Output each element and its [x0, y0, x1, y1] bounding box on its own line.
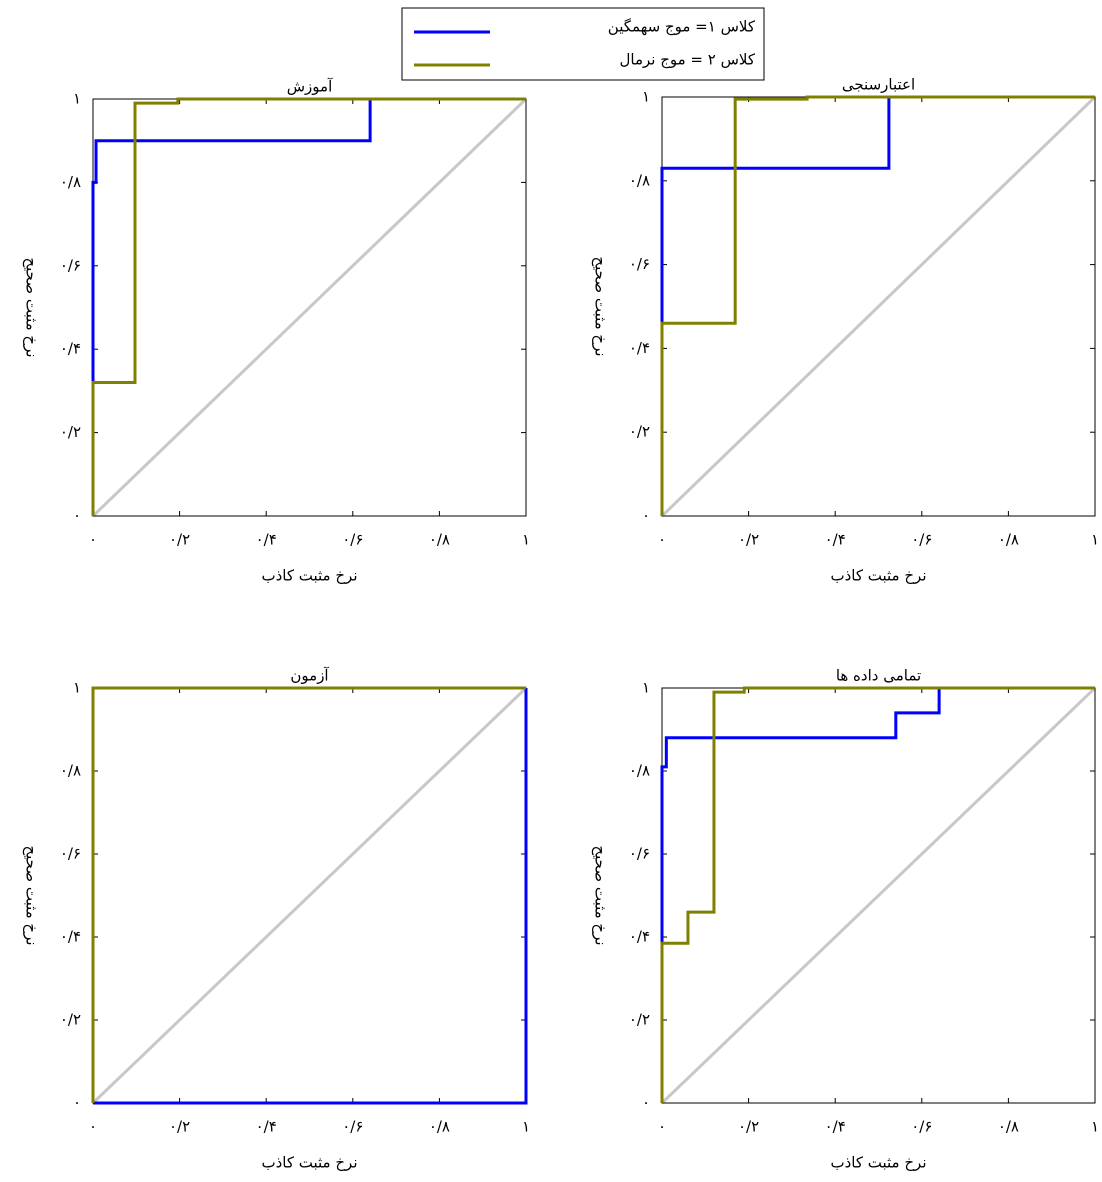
- y-tick-label: ۰/۴: [629, 928, 650, 946]
- y-tick-label: ۰/۶: [629, 845, 650, 863]
- x-tick-label: ۰: [658, 1118, 666, 1136]
- subplot: ۰ ۰/۲ ۰/۴ ۰/۶ ۰/۸ ۱ ۰ ۰/۲ ۰/۴ ۰/۶ ۰/۸ ۱ تمامی داده ه…: [592, 667, 1100, 1172]
- x-tick-label: ۰/۸: [429, 1118, 450, 1136]
- y-tick-label: ۰/۸: [629, 762, 650, 780]
- y-tick-label: ۰/۶: [60, 845, 81, 863]
- x-axis-label: نرخ مثبت کاذب: [262, 567, 358, 585]
- subplot: ۰ ۰/۲ ۰/۴ ۰/۶ ۰/۸ ۱ ۰ ۰/۲ ۰/۴ ۰/۶ ۰/۸ ۱ اعتبارسنجی نر…: [592, 76, 1100, 585]
- diagonal: [91, 686, 528, 1105]
- y-tick-label: ۱: [642, 88, 650, 106]
- x-tick-label: ۰/۸: [429, 531, 450, 549]
- y-tick-label: ۰/۸: [60, 173, 81, 191]
- y-tick-label: ۰: [73, 1094, 81, 1112]
- x-axis-label: نرخ مثبت کاذب: [831, 1154, 927, 1172]
- x-tick-label: ۰/۶: [342, 1118, 363, 1136]
- y-tick-label: ۰: [73, 507, 81, 525]
- y-tick-label: ۱: [73, 90, 81, 108]
- y-axis-label: نرخ مثبت صحیح: [592, 256, 610, 356]
- y-tick-label: ۰: [642, 507, 650, 525]
- x-tick-label: ۰: [89, 1118, 97, 1136]
- x-tick-label: ۰/۴: [256, 531, 277, 549]
- y-tick-label: ۰/۲: [60, 423, 81, 441]
- subplot: ۰ ۰/۲ ۰/۴ ۰/۶ ۰/۸ ۱ ۰ ۰/۲ ۰/۴ ۰/۶ ۰/۸ ۱ آزمون نرخ مثب…: [23, 667, 531, 1172]
- subplot: ۰ ۰/۲ ۰/۴ ۰/۶ ۰/۸ ۱ ۰ ۰/۲ ۰/۴ ۰/۶ ۰/۸ ۱ آموزش نرخ مثب…: [23, 78, 531, 585]
- x-tick-label: ۱: [522, 531, 530, 549]
- y-tick-label: ۰/۶: [629, 255, 650, 273]
- subplot-title: آموزش: [287, 78, 333, 96]
- x-tick-label: ۰/۲: [738, 531, 759, 549]
- x-tick-label: ۰/۶: [342, 531, 363, 549]
- x-tick-label: ۰/۸: [998, 1118, 1019, 1136]
- x-tick-label: ۰/۴: [825, 531, 846, 549]
- x-axis-label: نرخ مثبت کاذب: [831, 567, 927, 585]
- x-tick-label: ۰/۴: [256, 1118, 277, 1136]
- diagonal: [660, 95, 1097, 518]
- x-tick-label: ۱: [1091, 1118, 1099, 1136]
- roc-curve: [660, 686, 1095, 1103]
- y-tick-label: ۰/۶: [60, 256, 81, 274]
- y-tick-label: ۰/۸: [629, 171, 650, 189]
- x-tick-label: ۱: [522, 1118, 530, 1136]
- y-axis-label: نرخ مثبت صحیح: [23, 257, 41, 357]
- x-tick-label: ۰/۶: [911, 1118, 932, 1136]
- diagonal: [91, 97, 528, 518]
- y-tick-label: ۰/۴: [60, 928, 81, 946]
- legend-label: کلاس ۲ = موج نرمال: [619, 51, 755, 70]
- x-tick-label: ۰/۲: [169, 531, 190, 549]
- subplot-title: تمامی داده ها: [836, 667, 921, 685]
- x-tick-label: ۱: [1091, 531, 1099, 549]
- roc-curve: [660, 95, 1095, 516]
- legend-box: [401, 7, 765, 81]
- y-tick-label: ۱: [73, 679, 81, 697]
- y-tick-label: ۰/۴: [629, 339, 650, 357]
- y-axis-label: نرخ مثبت صحیح: [23, 845, 41, 945]
- y-tick-label: ۰/۲: [60, 1011, 81, 1029]
- y-tick-label: ۰/۲: [629, 1011, 650, 1029]
- roc-curve: [91, 97, 526, 516]
- y-tick-label: ۰/۲: [629, 423, 650, 441]
- y-tick-label: ۰/۸: [60, 762, 81, 780]
- subplot-title: آزمون: [290, 667, 329, 685]
- y-axis-label: نرخ مثبت صحیح: [592, 845, 610, 945]
- diagonal: [660, 686, 1097, 1105]
- subplot-title: اعتبارسنجی: [842, 76, 915, 94]
- x-tick-label: ۰/۸: [998, 531, 1019, 549]
- x-tick-label: ۰/۲: [738, 1118, 759, 1136]
- x-tick-label: ۰: [658, 531, 666, 549]
- x-tick-label: ۰/۴: [825, 1118, 846, 1136]
- x-axis-label: نرخ مثبت کاذب: [262, 1154, 358, 1172]
- y-tick-label: ۱: [642, 679, 650, 697]
- roc-curve: [91, 686, 526, 1103]
- x-tick-label: ۰: [89, 531, 97, 549]
- y-tick-label: ۰/۴: [60, 340, 81, 358]
- roc-curve: [660, 686, 1095, 1103]
- x-tick-label: ۰/۶: [911, 531, 932, 549]
- y-tick-label: ۰: [642, 1094, 650, 1112]
- legend: کلاس ۱= موج سهمگین کلاس ۲ = موج نرمال: [401, 7, 765, 81]
- x-tick-label: ۰/۲: [169, 1118, 190, 1136]
- legend-label: کلاس ۱= موج سهمگین: [608, 18, 756, 37]
- roc-curve: [93, 688, 528, 1105]
